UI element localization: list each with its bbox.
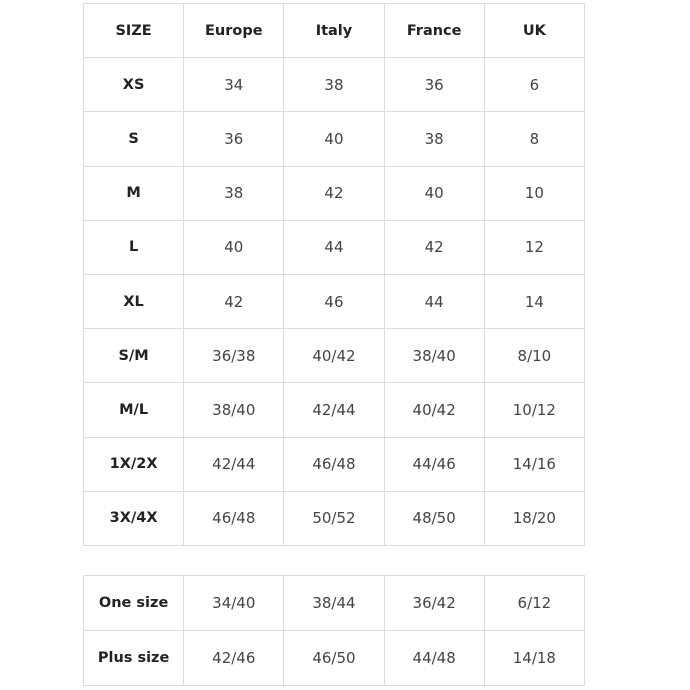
header-row: SIZE Europe Italy France UK [82,2,586,59]
cell: 14/18 [483,630,586,686]
row: XS 34 38 36 6 [82,57,586,113]
cell: 6/12 [483,575,586,631]
cell: 36/42 [383,575,485,631]
cell: 42 [283,165,385,221]
cell: 46 [283,273,385,330]
cell: 42/46 [183,630,285,686]
row: S 36 40 38 8 [82,111,586,167]
cell: 40 [383,165,485,221]
cell: M [82,165,185,221]
header-cell: Italy [283,2,385,59]
cell: 38/44 [283,575,385,631]
cell: 36/38 [183,328,285,384]
cell: 8 [483,111,586,167]
row: M/L 38/40 42/44 40/42 10/12 [82,382,586,438]
cell: 40/42 [383,382,485,438]
row: L 40 44 42 12 [82,219,586,275]
cell: L [82,219,185,275]
cell: 44 [283,219,385,275]
cell: 40/42 [283,328,385,384]
cell: 36 [183,111,285,167]
row: M 38 42 40 10 [82,165,586,221]
cell: Plus size [82,630,185,686]
cell: 3X/4X [82,490,185,546]
cell: One size [82,575,185,631]
row: XL 42 46 44 14 [82,273,586,330]
cell: 6 [483,57,586,113]
cell: 38/40 [383,328,485,384]
row: One size 34/40 38/44 36/42 6/12 [82,575,586,631]
cell: 38 [383,111,485,167]
cell: 48/50 [383,490,485,546]
cell: 34/40 [183,575,285,631]
header-cell: Europe [183,2,285,59]
cell: 42 [183,273,285,330]
cell: 42 [383,219,485,275]
row: Plus size 42/46 46/50 44/48 14/18 [82,630,586,686]
header-cell: France [383,2,485,59]
cell: 10 [483,165,586,221]
cell: 44 [383,273,485,330]
cell: 18/20 [483,490,586,546]
cell: 46/48 [183,490,285,546]
cell: 40 [183,219,285,275]
cell: 40 [283,111,385,167]
cell: 44/48 [383,630,485,686]
cell: S [82,111,185,167]
size-table: SIZE Europe Italy France UK XS 34 38 36 6 S 36 40 38 8… [82,2,586,546]
cell: 46/48 [283,436,385,492]
header-cell: SIZE [82,2,185,59]
cell: XL [82,273,185,330]
cell: 50/52 [283,490,385,546]
cell: 38/40 [183,382,285,438]
cell: 14 [483,273,586,330]
cell: 12 [483,219,586,275]
cell: 34 [183,57,285,113]
cell: 14/16 [483,436,586,492]
cell: S/M [82,328,185,384]
cell: 1X/2X [82,436,185,492]
cell: 36 [383,57,485,113]
cell: 8/10 [483,328,586,384]
cell: 38 [183,165,285,221]
row: 3X/4X 46/48 50/52 48/50 18/20 [82,490,586,546]
cell: 42/44 [283,382,385,438]
cell: XS [82,57,185,113]
cell: 42/44 [183,436,285,492]
row: 1X/2X 42/44 46/48 44/46 14/16 [82,436,586,492]
cell: 44/46 [383,436,485,492]
cell: 46/50 [283,630,385,686]
cell: M/L [82,382,185,438]
extra-size-table: One size 34/40 38/44 36/42 6/12 Plus size 42/4… [82,575,586,686]
cell: 38 [283,57,385,113]
header-cell: UK [483,2,586,59]
cell: 10/12 [483,382,586,438]
row: S/M 36/38 40/42 38/40 8/10 [82,328,586,384]
